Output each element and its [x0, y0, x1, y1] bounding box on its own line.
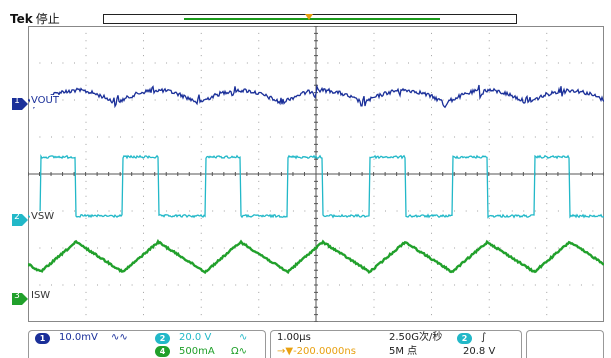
- ch4-coupling-icon: Ω∿: [231, 346, 248, 357]
- trigger-position-icon[interactable]: [305, 14, 313, 24]
- ch3-marker[interactable]: 3: [12, 290, 28, 305]
- ch3-trace: [28, 238, 604, 275]
- top-bar: Tek 停止: [0, 0, 611, 26]
- ch1-badge: 1: [35, 333, 50, 344]
- ch1-scale: 10.0mV: [59, 332, 98, 343]
- ch1-label: VOUT: [30, 95, 60, 107]
- ch2-label: VSW: [30, 211, 56, 223]
- ch1-marker-number: 1: [14, 96, 20, 106]
- ch2-marker[interactable]: 2: [12, 211, 28, 226]
- horizontal-delay: →▼-200.0000ns: [277, 346, 356, 357]
- brand-logo: Tek: [10, 12, 33, 26]
- record-length: 5M 点: [389, 346, 418, 357]
- ch2-trace: [28, 153, 604, 219]
- ch2-scale: 20.0 V: [179, 332, 212, 343]
- brand-status: Tek 停止: [10, 12, 60, 26]
- ch2-marker-icon: [12, 214, 28, 226]
- ch1-marker[interactable]: 1: [12, 95, 28, 110]
- sample-rate: 2.50G次/秒: [389, 332, 443, 343]
- ch3-marker-number: 3: [14, 291, 20, 301]
- extra-panel[interactable]: [526, 330, 604, 358]
- trigger-source-badge: 2: [457, 333, 472, 344]
- ch2-coupling-icon: ∿: [239, 332, 248, 343]
- ch2-marker-number: 2: [14, 212, 20, 222]
- horizontal-settings-panel[interactable]: 1.00μs 2.50G次/秒 →▼-200.0000ns 5M 点 2 ∫ 2…: [270, 330, 522, 358]
- ch1-coupling-icon: ∿∿: [111, 332, 128, 343]
- ch1-marker-icon: [12, 98, 28, 110]
- timebase: 1.00μs: [277, 332, 311, 343]
- ch2-badge: 2: [155, 333, 170, 344]
- trigger-slope-icon: ∫: [481, 332, 487, 343]
- traces: [28, 84, 604, 275]
- ch3-marker-icon: [12, 293, 28, 305]
- record-view-window: [184, 18, 440, 20]
- ch1-trace: [28, 84, 604, 110]
- ch3-label: ISW: [30, 290, 52, 302]
- status-bar: 1 10.0mV ∿∿ 2 20.0 V ∿ 4 500mA Ω∿ 1.00μs…: [0, 327, 611, 358]
- run-state: 停止: [35, 12, 60, 26]
- trigger-level: 20.8 V: [463, 346, 496, 357]
- waveform-display[interactable]: [28, 26, 604, 322]
- ch4-badge: 4: [155, 346, 170, 357]
- ch4-scale: 500mA: [179, 346, 215, 357]
- channel-settings-panel[interactable]: 1 10.0mV ∿∿ 2 20.0 V ∿ 4 500mA Ω∿: [28, 330, 266, 358]
